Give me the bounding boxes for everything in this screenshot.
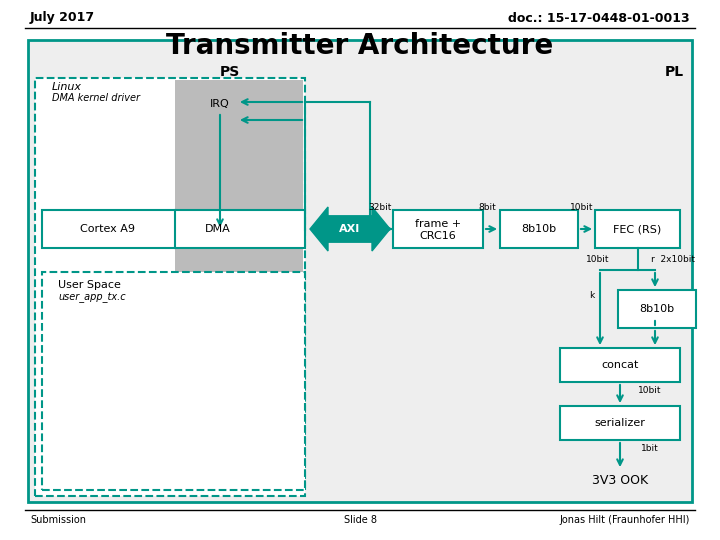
Text: user_app_tx.c: user_app_tx.c [58, 293, 125, 303]
Text: 8b10b: 8b10b [521, 224, 557, 234]
Text: Slide 8: Slide 8 [343, 515, 377, 525]
Text: FEC (RS): FEC (RS) [613, 224, 662, 234]
Text: r  2x10bit: r 2x10bit [651, 255, 695, 264]
Text: PS: PS [220, 65, 240, 79]
Text: IRQ: IRQ [210, 99, 230, 109]
Text: AXI: AXI [339, 224, 361, 234]
Text: PL: PL [665, 65, 684, 79]
Text: serializer: serializer [595, 418, 645, 428]
Text: User Space: User Space [58, 280, 121, 290]
Bar [42, 210, 305, 248]
Bar [618, 290, 696, 328]
Bar [28, 40, 692, 502]
Text: Cortex A9: Cortex A9 [81, 224, 135, 234]
Text: Linux: Linux [52, 82, 82, 92]
Bar [42, 272, 305, 490]
Bar [35, 78, 305, 496]
Text: 32bit: 32bit [369, 202, 392, 212]
Bar [393, 210, 483, 248]
Bar [595, 210, 680, 248]
Text: DMA: DMA [205, 224, 231, 234]
Bar [500, 210, 578, 248]
Text: 3V3 OOK: 3V3 OOK [592, 474, 648, 487]
Text: concat: concat [601, 360, 639, 370]
Text: DMA kernel driver: DMA kernel driver [52, 93, 140, 103]
Bar [560, 406, 680, 440]
Bar [175, 80, 303, 272]
Text: Jonas Hilt (Fraunhofer HHI): Jonas Hilt (Fraunhofer HHI) [559, 515, 690, 525]
Text: Submission: Submission [30, 515, 86, 525]
Text: 10bit: 10bit [570, 202, 594, 212]
Text: 1bit: 1bit [641, 444, 659, 453]
Text: CRC16: CRC16 [420, 231, 456, 241]
Text: 8b10b: 8b10b [639, 304, 675, 314]
Text: frame +: frame + [415, 219, 461, 230]
Text: July 2017: July 2017 [30, 11, 95, 24]
Text: 8bit: 8bit [478, 202, 496, 212]
Bar [560, 348, 680, 382]
Text: 10bit: 10bit [586, 255, 610, 264]
Text: k: k [590, 291, 595, 300]
Text: Transmitter Architecture: Transmitter Architecture [166, 32, 554, 60]
Text: doc.: 15-17-0448-01-0013: doc.: 15-17-0448-01-0013 [508, 11, 690, 24]
Polygon shape [328, 207, 390, 251]
Text: 10bit: 10bit [638, 386, 662, 395]
Polygon shape [310, 207, 375, 251]
